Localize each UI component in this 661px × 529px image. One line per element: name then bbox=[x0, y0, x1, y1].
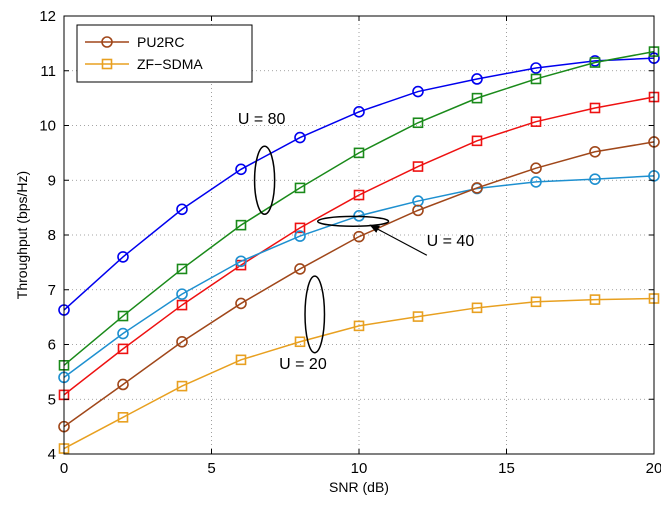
legend-marker-square bbox=[101, 58, 113, 70]
x-tick-label: 10 bbox=[351, 460, 368, 477]
data-point-square bbox=[235, 219, 247, 231]
x-tick-label: 0 bbox=[60, 460, 68, 477]
data-point-square bbox=[176, 299, 188, 311]
data-point-circle bbox=[294, 131, 306, 144]
data-point-square bbox=[353, 189, 365, 201]
series-path bbox=[63, 96, 655, 396]
series-path bbox=[63, 50, 655, 366]
data-point-circle bbox=[589, 173, 601, 185]
data-point-circle bbox=[412, 204, 424, 217]
data-point-circle bbox=[117, 251, 129, 263]
y-tick-label: 5 bbox=[48, 391, 56, 408]
data-point-circle bbox=[471, 73, 483, 85]
series-line-3 bbox=[58, 91, 660, 401]
legend-marker-circle bbox=[101, 36, 113, 48]
data-point-circle bbox=[294, 263, 306, 275]
annotation-u40: U = 40 bbox=[427, 233, 475, 250]
legend-label-pu2rc: PU2RC bbox=[137, 34, 184, 50]
tick-labels: 0 5 10 15 20 4 5 6 7 8 9 10 11 12 bbox=[39, 8, 661, 477]
x-axis-title: SNR (dB) bbox=[329, 479, 389, 495]
series-path bbox=[63, 297, 655, 450]
x-tick-label: 15 bbox=[498, 460, 515, 477]
data-point-circle bbox=[176, 335, 188, 348]
data-point-square bbox=[412, 311, 424, 322]
data-point-square bbox=[294, 182, 306, 194]
data-point-square bbox=[589, 57, 601, 68]
data-point-circle bbox=[294, 230, 306, 242]
legend-entry-pu2rc: PU2RC bbox=[85, 34, 184, 50]
legend-entry-zf-sdma: ZF−SDMA bbox=[85, 56, 203, 72]
data-point-square bbox=[589, 102, 601, 114]
y-axis-title: Throughput (bps/Hz) bbox=[14, 171, 30, 299]
data-point-circle bbox=[235, 297, 247, 310]
data-point-circle bbox=[353, 106, 365, 118]
data-point-square bbox=[294, 222, 306, 234]
data-point-circle bbox=[471, 182, 483, 194]
data-point-square bbox=[294, 336, 306, 348]
data-point-circle bbox=[176, 288, 188, 300]
data-point-circle bbox=[530, 62, 542, 74]
data-point-square bbox=[117, 412, 129, 423]
annotation-group bbox=[253, 145, 428, 354]
series-path bbox=[63, 57, 655, 311]
data-point-circle bbox=[353, 230, 365, 243]
data-point-circle bbox=[101, 36, 113, 48]
x-tick-label: 5 bbox=[207, 460, 215, 477]
data-point-square bbox=[412, 117, 424, 129]
y-tick-label: 10 bbox=[39, 118, 56, 135]
y-tick-label: 8 bbox=[48, 227, 56, 244]
data-point-square bbox=[412, 161, 424, 172]
data-point-square bbox=[471, 135, 483, 147]
data-point-circle bbox=[235, 255, 247, 268]
data-point-circle bbox=[530, 176, 542, 188]
legend: PU2RC ZF−SDMA bbox=[76, 24, 253, 83]
series-line-6 bbox=[58, 293, 660, 454]
data-point-circle bbox=[589, 145, 601, 158]
annotation-u80: U = 80 bbox=[238, 111, 286, 128]
data-point-square bbox=[530, 73, 542, 85]
data-point-square bbox=[471, 92, 483, 104]
data-point-circle bbox=[176, 203, 188, 216]
y-tick-label: 7 bbox=[48, 282, 56, 299]
x-tick-label: 20 bbox=[646, 460, 661, 477]
y-tick-label: 12 bbox=[39, 8, 56, 25]
legend-box bbox=[76, 24, 253, 83]
data-point-square bbox=[176, 263, 188, 275]
series-path bbox=[63, 141, 655, 428]
data-point-square bbox=[176, 380, 188, 392]
y-tick-label: 6 bbox=[48, 337, 56, 354]
annotation-ellipse bbox=[253, 145, 276, 215]
annotation-ellipse bbox=[304, 275, 326, 354]
annotation-u20: U = 20 bbox=[279, 356, 327, 373]
data-point-square bbox=[471, 302, 483, 314]
data-point-square bbox=[101, 58, 113, 70]
data-point-square bbox=[530, 116, 542, 127]
data-point-circle bbox=[530, 162, 542, 175]
data-point-circle bbox=[412, 85, 424, 98]
y-tick-label: 9 bbox=[48, 172, 56, 189]
annotation-ellipse bbox=[316, 215, 390, 227]
data-point-square bbox=[117, 343, 129, 355]
data-point-square bbox=[353, 320, 365, 332]
annotation-arrow bbox=[369, 224, 428, 256]
data-point-square bbox=[353, 147, 365, 159]
data-point-square bbox=[589, 294, 601, 305]
data-point-circle bbox=[117, 378, 129, 391]
y-tick-label: 4 bbox=[48, 446, 56, 463]
data-point-circle bbox=[117, 327, 129, 340]
data-point-square bbox=[235, 354, 247, 366]
data-point-square bbox=[117, 310, 129, 322]
legend-label-zf-sdma: ZF−SDMA bbox=[137, 56, 203, 72]
data-point-square bbox=[530, 296, 542, 308]
y-tick-label: 11 bbox=[40, 63, 56, 80]
data-point-circle bbox=[235, 163, 247, 176]
series-line-5 bbox=[58, 136, 660, 433]
